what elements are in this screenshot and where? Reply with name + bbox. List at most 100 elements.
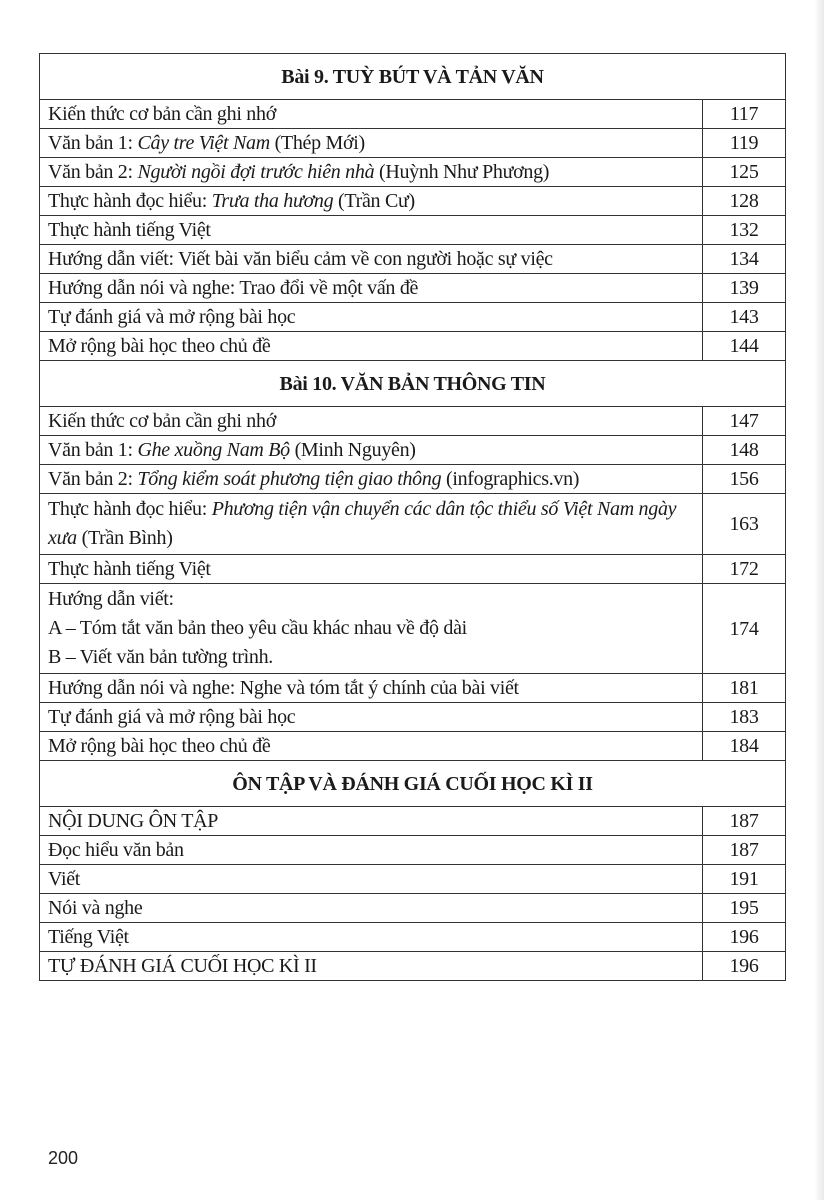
toc-page-number: 117 [702, 99, 786, 129]
entry-text: (Trần Bình) [76, 527, 173, 549]
entry-text: Mở rộng bài học theo chủ đề [48, 735, 271, 757]
entry-text: Tự đánh giá và mở rộng bài học [48, 306, 296, 328]
toc-entry-line: A – Tóm tắt văn bản theo yêu cầu khác nh… [48, 617, 467, 639]
toc-page-number: 144 [702, 331, 786, 361]
toc-row: Tự đánh giá và mở rộng bài học 143 [39, 302, 786, 332]
entry-text: Hướng dẫn viết: Viết bài văn biểu cảm về… [48, 248, 553, 270]
toc-page-number: 187 [702, 806, 786, 836]
toc-entry-title: Đọc hiểu văn bản [39, 835, 703, 865]
toc-page-number: 174 [702, 583, 786, 674]
toc-row: Tự đánh giá và mở rộng bài học 183 [39, 702, 786, 732]
toc-page-number: 139 [702, 273, 786, 303]
toc-entry-title: Thực hành tiếng Việt [39, 554, 703, 584]
entry-text: Thực hành đọc hiểu: [48, 498, 212, 520]
toc-page-number: 143 [702, 302, 786, 332]
page-edge-shadow [814, 0, 824, 1200]
toc-row: Thực hành tiếng Việt 132 [39, 215, 786, 245]
toc-row: TỰ ĐÁNH GIÁ CUỐI HỌC KÌ II 196 [39, 951, 786, 981]
toc-page-number: 191 [702, 864, 786, 894]
entry-text: Văn bản 2: [48, 468, 138, 490]
toc-entry-title: Tự đánh giá và mở rộng bài học [39, 302, 703, 332]
work-title: Trưa tha hương [211, 190, 334, 212]
entry-text: Thực hành tiếng Việt [48, 558, 211, 580]
toc-entry-title: Nói và nghe [39, 893, 703, 923]
entry-text: Đọc hiểu văn bản [48, 839, 184, 861]
toc-row: Thực hành đọc hiểu: Phương tiện vận chuy… [39, 493, 786, 555]
toc-entry-title: Kiến thức cơ bản cần ghi nhớ [39, 406, 703, 436]
toc-entry-title: TỰ ĐÁNH GIÁ CUỐI HỌC KÌ II [39, 951, 703, 981]
section-title: Bài 10. VĂN BẢN THÔNG TIN [39, 360, 786, 407]
toc-page-number: 128 [702, 186, 786, 216]
toc-page-number: 147 [702, 406, 786, 436]
toc-page-number: 172 [702, 554, 786, 584]
toc-entry-title: Thực hành đọc hiểu: Phương tiện vận chuy… [39, 493, 703, 555]
entry-text: (Minh Nguyên) [289, 439, 416, 461]
entry-text: Văn bản 2: [48, 161, 138, 183]
toc-entry-title: Văn bản 2: Tổng kiểm soát phương tiện gi… [39, 464, 703, 494]
toc-row: NỘI DUNG ÔN TẬP 187 [39, 806, 786, 836]
toc-entry-title: Mở rộng bài học theo chủ đề [39, 731, 703, 761]
toc-page-number: 181 [702, 673, 786, 703]
toc-entry-title: Thực hành tiếng Việt [39, 215, 703, 245]
toc-row: Văn bản 2: Người ngồi đợi trước hiên nhà… [39, 157, 786, 187]
entry-text: Mở rộng bài học theo chủ đề [48, 335, 271, 357]
entry-text: Văn bản 1: [48, 132, 138, 154]
toc-page-number: 125 [702, 157, 786, 187]
toc-row: Mở rộng bài học theo chủ đề 184 [39, 731, 786, 761]
toc-row: Viết 191 [39, 864, 786, 894]
entry-text: Kiến thức cơ bản cần ghi nhớ [48, 103, 276, 125]
section-header: Bài 9. TUỲ BÚT VÀ TẢN VĂN [39, 53, 786, 100]
toc-row: Hướng dẫn viết: A – Tóm tắt văn bản theo … [39, 583, 786, 674]
entry-text: (infographics.vn) [441, 468, 580, 490]
toc-page-number: 196 [702, 951, 786, 981]
entry-text: (Trần Cư) [333, 190, 415, 212]
entry-text: (Huỳnh Như Phương) [374, 161, 550, 183]
toc-row: Hướng dẫn viết: Viết bài văn biểu cảm về… [39, 244, 786, 274]
section-title: Bài 9. TUỲ BÚT VÀ TẢN VĂN [39, 53, 786, 100]
entry-text: Tiếng Việt [48, 926, 129, 948]
toc-page-number: 183 [702, 702, 786, 732]
toc-page-number: 184 [702, 731, 786, 761]
entry-text: NỘI DUNG ÔN TẬP [48, 810, 219, 832]
toc-row: Văn bản 1: Cây tre Việt Nam (Thép Mới) 11… [39, 128, 786, 158]
toc-row: Hướng dẫn nói và nghe: Trao đổi về một v… [39, 273, 786, 303]
entry-text: Tự đánh giá và mở rộng bài học [48, 706, 296, 728]
toc-entry-title: Viết [39, 864, 703, 894]
toc-page-number: 156 [702, 464, 786, 494]
entry-text: Viết [48, 868, 81, 890]
entry-text: Hướng dẫn nói và nghe: Nghe và tóm tắt ý… [48, 677, 519, 699]
toc-row: Thực hành tiếng Việt 172 [39, 554, 786, 584]
section-header: Bài 10. VĂN BẢN THÔNG TIN [39, 360, 786, 407]
toc-page-number: 119 [702, 128, 786, 158]
toc-row: Thực hành đọc hiểu: Trưa tha hương (Trần… [39, 186, 786, 216]
toc-page-number: 195 [702, 893, 786, 923]
toc-row: Nói và nghe 195 [39, 893, 786, 923]
entry-text: Văn bản 1: [48, 439, 138, 461]
toc-row: Mở rộng bài học theo chủ đề 144 [39, 331, 786, 361]
toc-page-number: 196 [702, 922, 786, 952]
toc-entry-title: Văn bản 1: Ghe xuồng Nam Bộ (Minh Nguyên… [39, 435, 703, 465]
toc-entry-title: Thực hành đọc hiểu: Trưa tha hương (Trần… [39, 186, 703, 216]
toc-row: Hướng dẫn nói và nghe: Nghe và tóm tắt ý… [39, 673, 786, 703]
toc-entry-line: Hướng dẫn viết: [48, 588, 174, 610]
toc-entry-title: Văn bản 2: Người ngồi đợi trước hiên nhà… [39, 157, 703, 187]
entry-text: TỰ ĐÁNH GIÁ CUỐI HỌC KÌ II [48, 955, 317, 977]
toc-row: Đọc hiểu văn bản 187 [39, 835, 786, 865]
toc-page-number: 134 [702, 244, 786, 274]
toc-page-number: 187 [702, 835, 786, 865]
table-of-contents: Bài 9. TUỲ BÚT VÀ TẢN VĂN Kiến thức cơ bả… [39, 53, 786, 981]
work-title: Cây tre Việt Nam [137, 132, 270, 154]
toc-entry-title: Mở rộng bài học theo chủ đề [39, 331, 703, 361]
entry-text: Hướng dẫn nói và nghe: Trao đổi về một v… [48, 277, 419, 299]
toc-page-number: 148 [702, 435, 786, 465]
work-title: Ghe xuồng Nam Bộ [137, 439, 290, 461]
toc-row: Kiến thức cơ bản cần ghi nhớ 147 [39, 406, 786, 436]
toc-row: Văn bản 1: Ghe xuồng Nam Bộ (Minh Nguyên… [39, 435, 786, 465]
page-number: 200 [48, 1148, 79, 1168]
work-title: Phương tiện vận chuyển các dân tộc thiểu… [48, 498, 677, 549]
work-title: Tổng kiểm soát phương tiện giao thông [137, 468, 442, 490]
toc-entry-title: Hướng dẫn viết: Viết bài văn biểu cảm về… [39, 244, 703, 274]
toc-entry-title: Hướng dẫn nói và nghe: Trao đổi về một v… [39, 273, 703, 303]
toc-page-number: 163 [702, 493, 786, 555]
entry-text: Nói và nghe [48, 897, 143, 919]
